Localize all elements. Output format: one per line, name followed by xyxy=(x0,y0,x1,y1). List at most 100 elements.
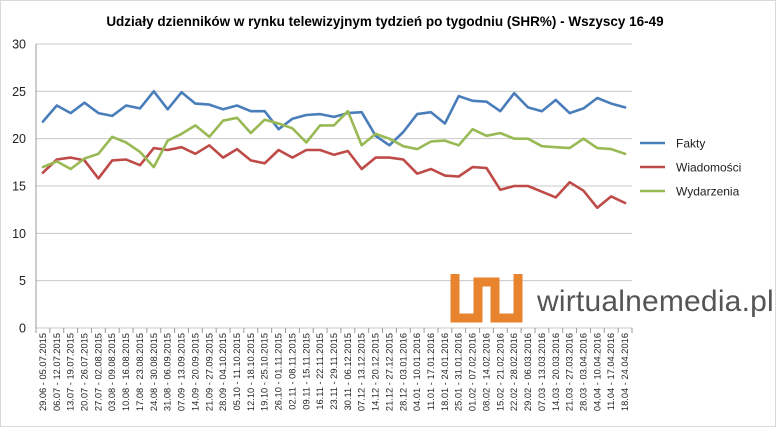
data-point xyxy=(541,110,543,112)
data-point xyxy=(333,124,335,126)
chart-title: Udziały dzienników w rynku telewizyjnym … xyxy=(106,14,663,29)
data-point xyxy=(263,162,265,164)
x-tick-label: 04.04 - 10.04.2016 xyxy=(592,333,602,411)
data-point xyxy=(153,147,155,149)
y-tick-label: 15 xyxy=(12,180,26,194)
data-point xyxy=(236,148,238,150)
data-point xyxy=(555,146,557,148)
y-axis: 0 5 10 15 20 25 30 xyxy=(12,38,37,336)
data-point xyxy=(347,110,349,112)
x-tick-label: 08.02 - 14.02.2016 xyxy=(481,333,491,411)
data-point xyxy=(291,127,293,129)
data-point xyxy=(568,147,570,149)
x-tick-label: 07.03 - 13.03.2016 xyxy=(537,333,547,411)
data-point xyxy=(513,137,515,139)
data-point xyxy=(250,159,252,161)
data-point xyxy=(444,122,446,124)
data-point xyxy=(527,106,529,108)
data-point xyxy=(499,110,501,112)
data-point xyxy=(97,153,99,155)
data-point xyxy=(305,114,307,116)
wirtualnemedia-logo-icon xyxy=(450,274,523,323)
data-point xyxy=(430,140,432,142)
x-tick-label: 15.02 - 21.02.2016 xyxy=(495,333,505,411)
x-tick-label: 09.11 - 15.11.2015 xyxy=(301,333,311,410)
data-point xyxy=(361,111,363,113)
data-point xyxy=(194,124,196,126)
x-tick-label: 04.01 - 10.01.2016 xyxy=(412,333,422,411)
data-point xyxy=(555,99,557,101)
data-point xyxy=(458,95,460,97)
data-point xyxy=(305,149,307,151)
x-tick-label: 31.08 - 06.09.2015 xyxy=(163,333,173,411)
grid xyxy=(36,43,632,329)
legend: Fakty Wiadomości Wydarzenia xyxy=(640,137,741,199)
data-point xyxy=(596,207,598,209)
data-point xyxy=(97,177,99,179)
data-point xyxy=(499,132,501,134)
data-point xyxy=(42,172,44,174)
watermark: wirtualnemedia.pl xyxy=(450,274,774,323)
x-tick-label: 29.06 - 05.07.2015 xyxy=(38,333,48,411)
x-tick-label: 02.11 - 08.11.2015 xyxy=(287,333,297,410)
watermark-text: wirtualnemedia.pl xyxy=(536,285,774,318)
data-point xyxy=(333,154,335,156)
data-point xyxy=(568,181,570,183)
data-point xyxy=(139,107,141,109)
data-point xyxy=(458,175,460,177)
data-point xyxy=(277,128,279,130)
data-point xyxy=(485,135,487,137)
x-tick-label: 18.01 - 24.01.2016 xyxy=(440,333,450,411)
data-point xyxy=(208,103,210,105)
x-tick-label: 11.01 - 17.01.2016 xyxy=(426,333,436,410)
data-point xyxy=(485,101,487,103)
x-tick-label: 28.12 - 03.01.2016 xyxy=(398,333,408,411)
x-tick-label: 14.03 - 20.03.2016 xyxy=(551,333,561,411)
x-tick-label: 28.09 - 04.10.2015 xyxy=(218,333,228,411)
data-point xyxy=(333,116,335,118)
data-point xyxy=(402,145,404,147)
x-tick-label: 07.12 - 13.12.2015 xyxy=(357,333,367,411)
data-point xyxy=(194,102,196,104)
data-point xyxy=(180,133,182,135)
data-point xyxy=(83,101,85,103)
data-point xyxy=(208,144,210,146)
legend-label: Fakty xyxy=(676,137,705,151)
x-tick-label: 14.09 - 20.09.2015 xyxy=(190,333,200,411)
data-point xyxy=(319,149,321,151)
data-point xyxy=(56,104,58,106)
data-point xyxy=(180,146,182,148)
data-point xyxy=(166,108,168,110)
data-point xyxy=(513,92,515,94)
data-point xyxy=(69,168,71,170)
y-tick-label: 10 xyxy=(12,227,26,241)
data-point xyxy=(208,136,210,138)
data-point xyxy=(430,111,432,113)
data-point xyxy=(291,118,293,120)
data-point xyxy=(596,147,598,149)
data-point xyxy=(236,117,238,119)
data-point xyxy=(430,168,432,170)
data-point xyxy=(222,119,224,121)
data-point xyxy=(319,113,321,115)
x-tick-label: 18.04 - 24.04.2016 xyxy=(620,333,630,411)
data-point xyxy=(388,144,390,146)
data-point xyxy=(541,145,543,147)
data-point xyxy=(125,158,127,160)
x-tick-label: 03.08 - 09.08.2015 xyxy=(107,333,117,411)
data-point xyxy=(527,185,529,187)
data-point xyxy=(250,132,252,134)
data-point xyxy=(444,174,446,176)
data-point xyxy=(610,148,612,150)
data-point xyxy=(624,202,626,204)
x-tick-label: 19.10 - 25.10.2015 xyxy=(260,333,270,411)
x-tick-label: 12.10 - 18.10.2015 xyxy=(246,333,256,411)
legend-label: Wiadomości xyxy=(676,161,741,175)
data-point xyxy=(402,131,404,133)
x-tick-label: 10.08 - 16.08.2015 xyxy=(121,333,131,411)
data-point xyxy=(139,164,141,166)
data-point xyxy=(319,124,321,126)
data-point xyxy=(153,90,155,92)
